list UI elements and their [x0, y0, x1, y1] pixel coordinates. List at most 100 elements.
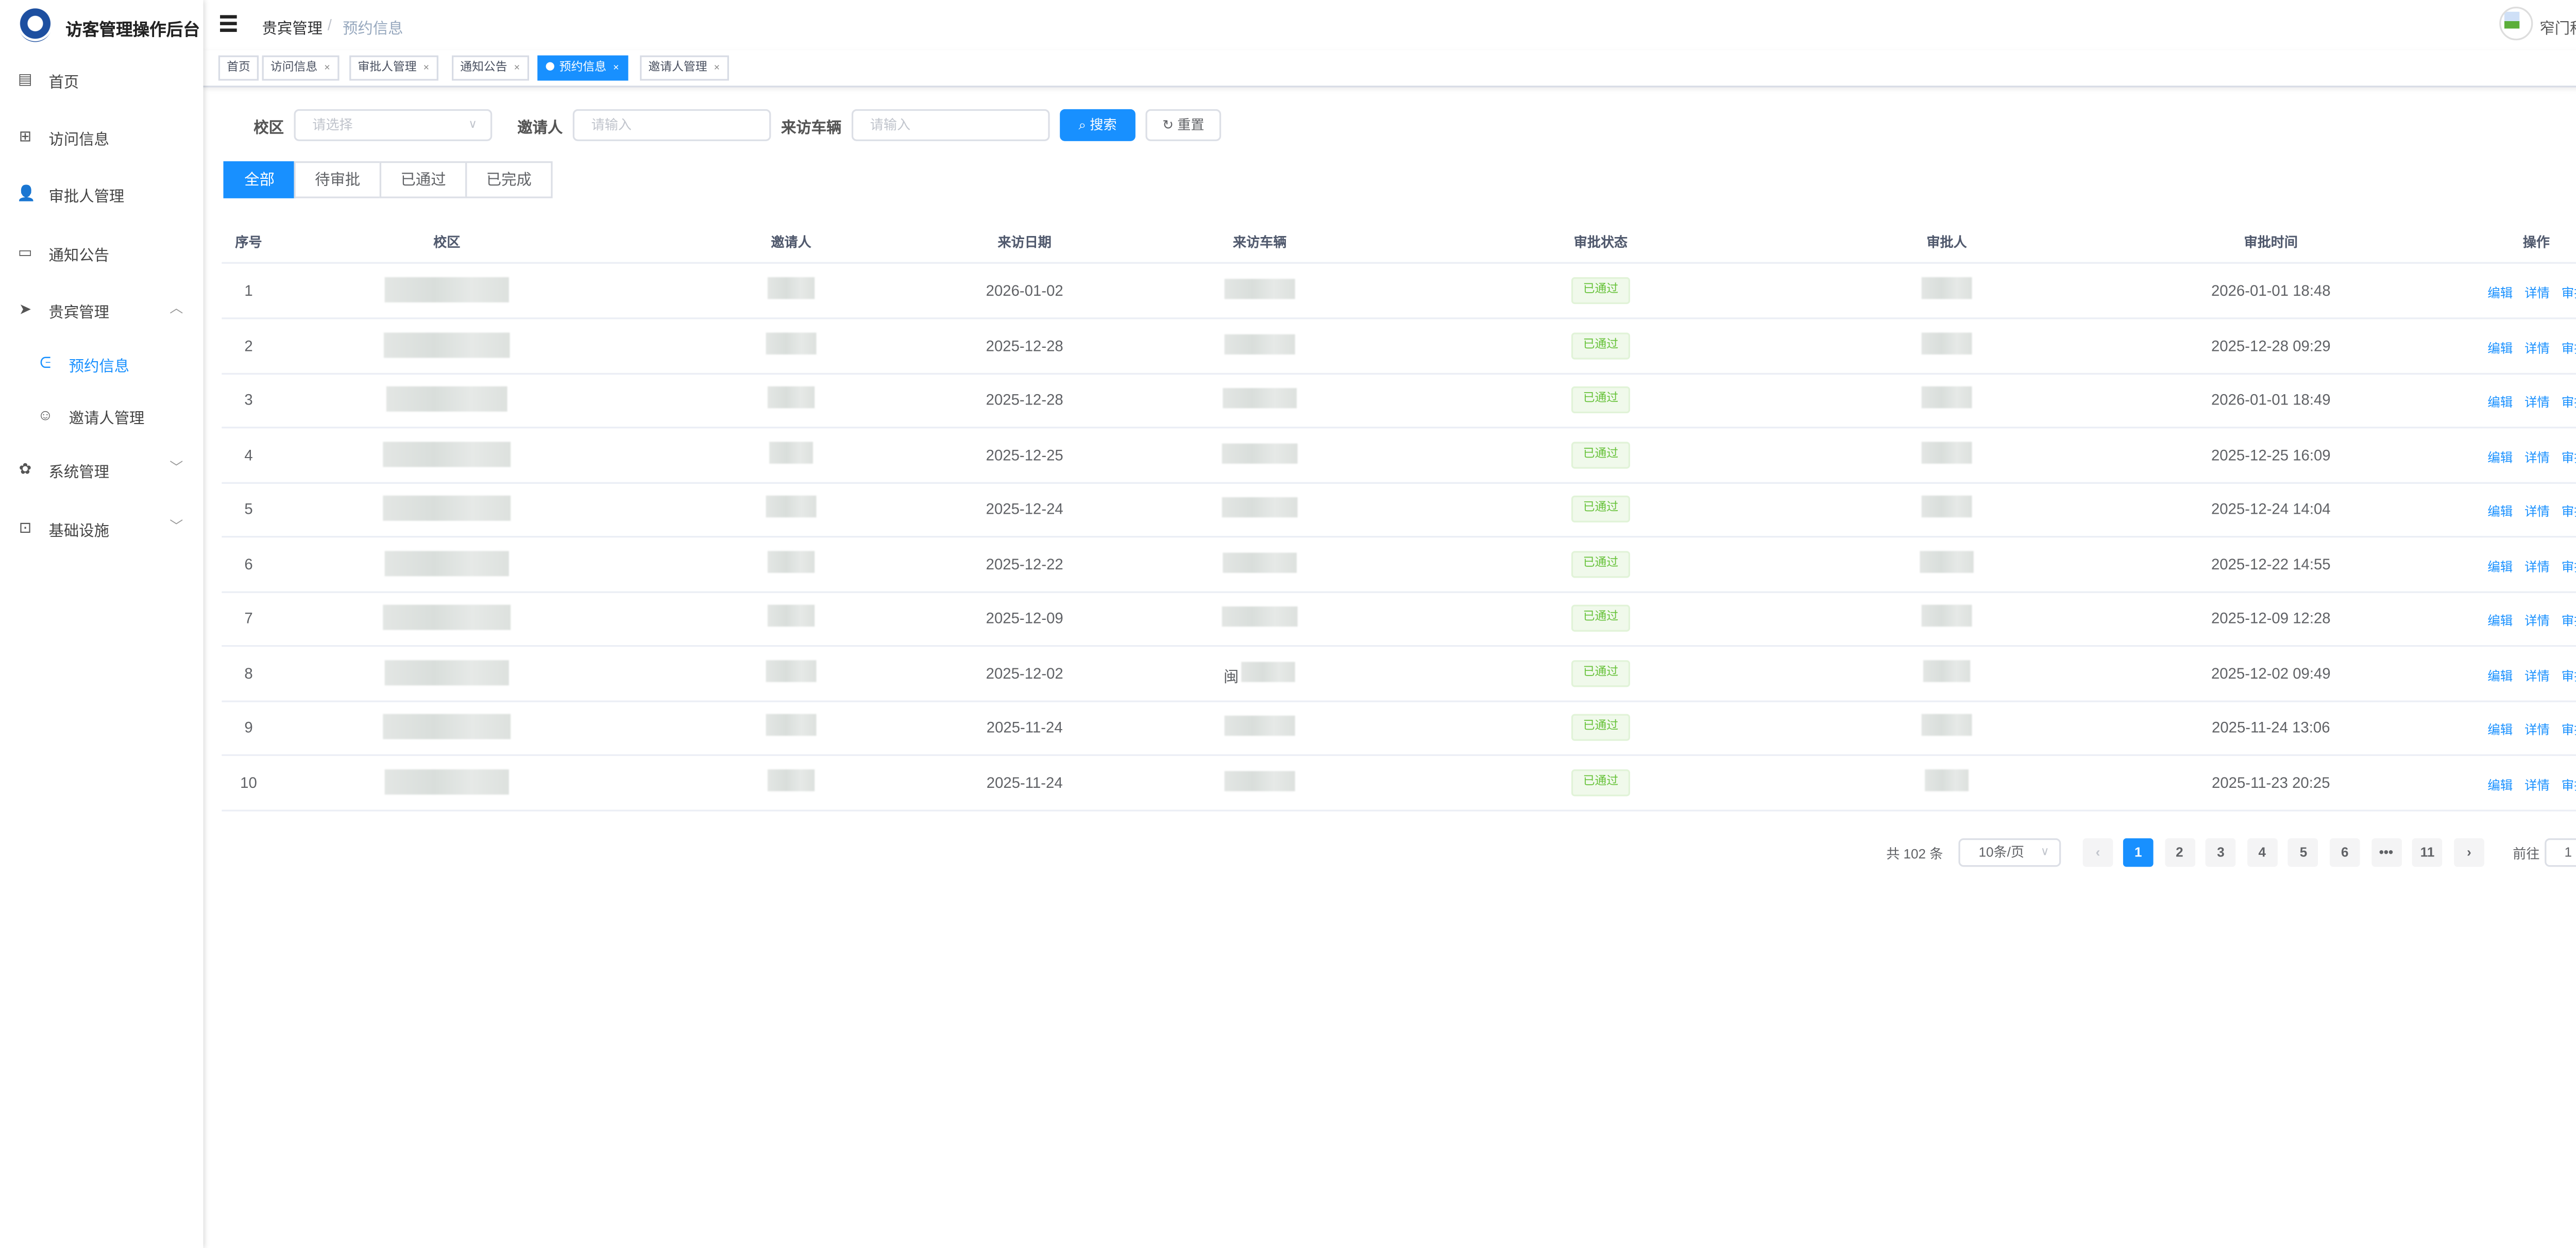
close-icon[interactable]: ×	[423, 63, 430, 74]
sidebar-item-5[interactable]: ᕮ 预约信息	[0, 340, 203, 390]
page-button[interactable]: 3	[2206, 838, 2236, 867]
edit-link[interactable]: 编辑	[2487, 667, 2513, 683]
detail-link[interactable]: 详情	[2524, 285, 2550, 301]
sidebar-item-label: 邀请人管理	[69, 410, 145, 427]
sidebar-item-1[interactable]: ⊞ 访问信息	[0, 112, 203, 163]
page-button[interactable]: 1	[2123, 838, 2154, 867]
prev-page-button[interactable]: ‹	[2082, 838, 2113, 867]
tag-5[interactable]: 邀请人管理 ×	[640, 55, 728, 81]
breadcrumb-current: 预约信息	[343, 20, 403, 37]
sidebar-item-3[interactable]: ▭ 通知公告	[0, 228, 203, 279]
edit-link[interactable]: 编辑	[2487, 395, 2513, 410]
tag-4[interactable]: 预约信息 ×	[537, 55, 628, 81]
detail-link[interactable]: 详情	[2524, 340, 2550, 356]
chevron-down-icon: ∨	[468, 119, 477, 131]
edit-link[interactable]: 编辑	[2487, 777, 2513, 792]
logo	[18, 8, 53, 42]
detail-link[interactable]: 详情	[2524, 449, 2550, 465]
sidebar-item-8[interactable]: ⊡ 基础设施 ﹀	[0, 504, 203, 554]
row-divider	[222, 645, 2576, 647]
user-name[interactable]: 窄门科技	[2539, 20, 2576, 37]
approve-link[interactable]: 审批	[2561, 667, 2576, 683]
page-button[interactable]: 4	[2247, 838, 2278, 867]
redacted-cell	[1223, 388, 1297, 409]
more-pages-button[interactable]: •••	[2371, 838, 2401, 867]
approve-link[interactable]: 审批	[2561, 777, 2576, 792]
tag-2[interactable]: 审批人管理 ×	[349, 55, 438, 81]
redacted-cell	[1222, 497, 1298, 518]
cell-vehicle-prefix: 闽	[1224, 667, 1239, 685]
approve-link[interactable]: 审批	[2561, 285, 2576, 301]
sidebar-item-6[interactable]: ☺ 邀请人管理	[0, 392, 203, 442]
cell-index: 7	[244, 610, 253, 627]
reset-label: 重置	[1177, 117, 1205, 133]
edit-link[interactable]: 编辑	[2487, 722, 2513, 738]
status-tab-2[interactable]: 已通过	[379, 161, 467, 198]
close-icon[interactable]: ×	[714, 63, 720, 74]
status-tab-0[interactable]: 全部	[223, 161, 296, 198]
avatar[interactable]	[2499, 7, 2533, 41]
status-tab-1[interactable]: 待审批	[294, 161, 382, 198]
cell-approve-time: 2025-11-23 20:25	[2212, 773, 2330, 790]
approve-link[interactable]: 审批	[2561, 722, 2576, 738]
vehicle-input[interactable]: 请输入	[851, 109, 1050, 141]
inviter-placeholder: 请输入	[591, 117, 632, 133]
status-tab-3[interactable]: 已完成	[465, 161, 553, 198]
table-row: 4 2025-12-25 已通过 2025-12-25 16:09 编辑详情审批	[0, 428, 2576, 483]
tag-1[interactable]: 访问信息 ×	[262, 55, 338, 81]
goto-page-input[interactable]: 1	[2545, 838, 2576, 867]
tag-0[interactable]: 首页	[218, 55, 259, 81]
edit-link[interactable]: 编辑	[2487, 449, 2513, 465]
detail-link[interactable]: 详情	[2524, 559, 2550, 574]
redacted-cell	[1925, 768, 1969, 790]
page-button[interactable]: 11	[2412, 838, 2443, 867]
inviter-input[interactable]: 请输入	[572, 109, 771, 141]
gear-icon: ✿	[19, 460, 32, 477]
approve-link[interactable]: 审批	[2561, 340, 2576, 356]
hamburger-icon[interactable]	[220, 15, 237, 32]
navbar: 贵宾管理 / 预约信息 窄门科技	[203, 0, 2576, 50]
cell-approve-time: 2025-12-28 09:29	[2211, 336, 2331, 354]
edit-link[interactable]: 编辑	[2487, 340, 2513, 356]
refresh-icon: ↻	[1162, 117, 1174, 133]
peoples-icon: ☺	[37, 406, 54, 424]
approve-link[interactable]: 审批	[2561, 395, 2576, 410]
pagination-total: 共 102 条	[1886, 847, 1943, 862]
reset-button[interactable]: ↻ 重置	[1145, 109, 1222, 141]
detail-link[interactable]: 详情	[2524, 777, 2550, 792]
close-icon[interactable]: ×	[613, 63, 619, 74]
approve-link[interactable]: 审批	[2561, 504, 2576, 519]
status-badge: 已通过	[1571, 768, 1631, 796]
edit-link[interactable]: 编辑	[2487, 285, 2513, 301]
sidebar-item-7[interactable]: ✿ 系统管理 ﹀	[0, 445, 203, 496]
edit-link[interactable]: 编辑	[2487, 613, 2513, 629]
approve-link[interactable]: 审批	[2561, 559, 2576, 574]
next-page-button[interactable]: ›	[2454, 838, 2484, 867]
redacted-cell	[767, 768, 815, 790]
campus-select[interactable]: 请选择 ∨	[294, 109, 493, 141]
detail-link[interactable]: 详情	[2524, 722, 2550, 738]
edit-link[interactable]: 编辑	[2487, 504, 2513, 519]
close-icon[interactable]: ×	[514, 63, 520, 74]
page-size-value: 10条/页	[1978, 845, 2024, 861]
detail-link[interactable]: 详情	[2524, 613, 2550, 629]
page-size-select[interactable]: 10条/页 ∨	[1958, 838, 2061, 867]
tag-3[interactable]: 通知公告 ×	[451, 55, 529, 81]
page-button[interactable]: 2	[2164, 838, 2195, 867]
approve-link[interactable]: 审批	[2561, 613, 2576, 629]
search-button[interactable]: ⌕ 搜索	[1060, 109, 1136, 141]
detail-link[interactable]: 详情	[2524, 504, 2550, 519]
sidebar-item-4[interactable]: ➤ 贵宾管理 ︿	[0, 285, 203, 336]
edit-link[interactable]: 编辑	[2487, 559, 2513, 574]
detail-link[interactable]: 详情	[2524, 395, 2550, 410]
page-button[interactable]: 6	[2329, 838, 2360, 867]
detail-link[interactable]: 详情	[2524, 667, 2550, 683]
approve-link[interactable]: 审批	[2561, 449, 2576, 465]
monitor-icon: ⊡	[19, 519, 32, 536]
close-icon[interactable]: ×	[324, 63, 330, 74]
status-badge: 已通过	[1571, 550, 1631, 577]
sidebar-item-0[interactable]: ▤ 首页	[0, 56, 203, 106]
sidebar-item-2[interactable]: 👤 审批人管理	[0, 170, 203, 220]
breadcrumb-item[interactable]: 贵宾管理	[262, 20, 323, 37]
page-button[interactable]: 5	[2288, 838, 2319, 867]
